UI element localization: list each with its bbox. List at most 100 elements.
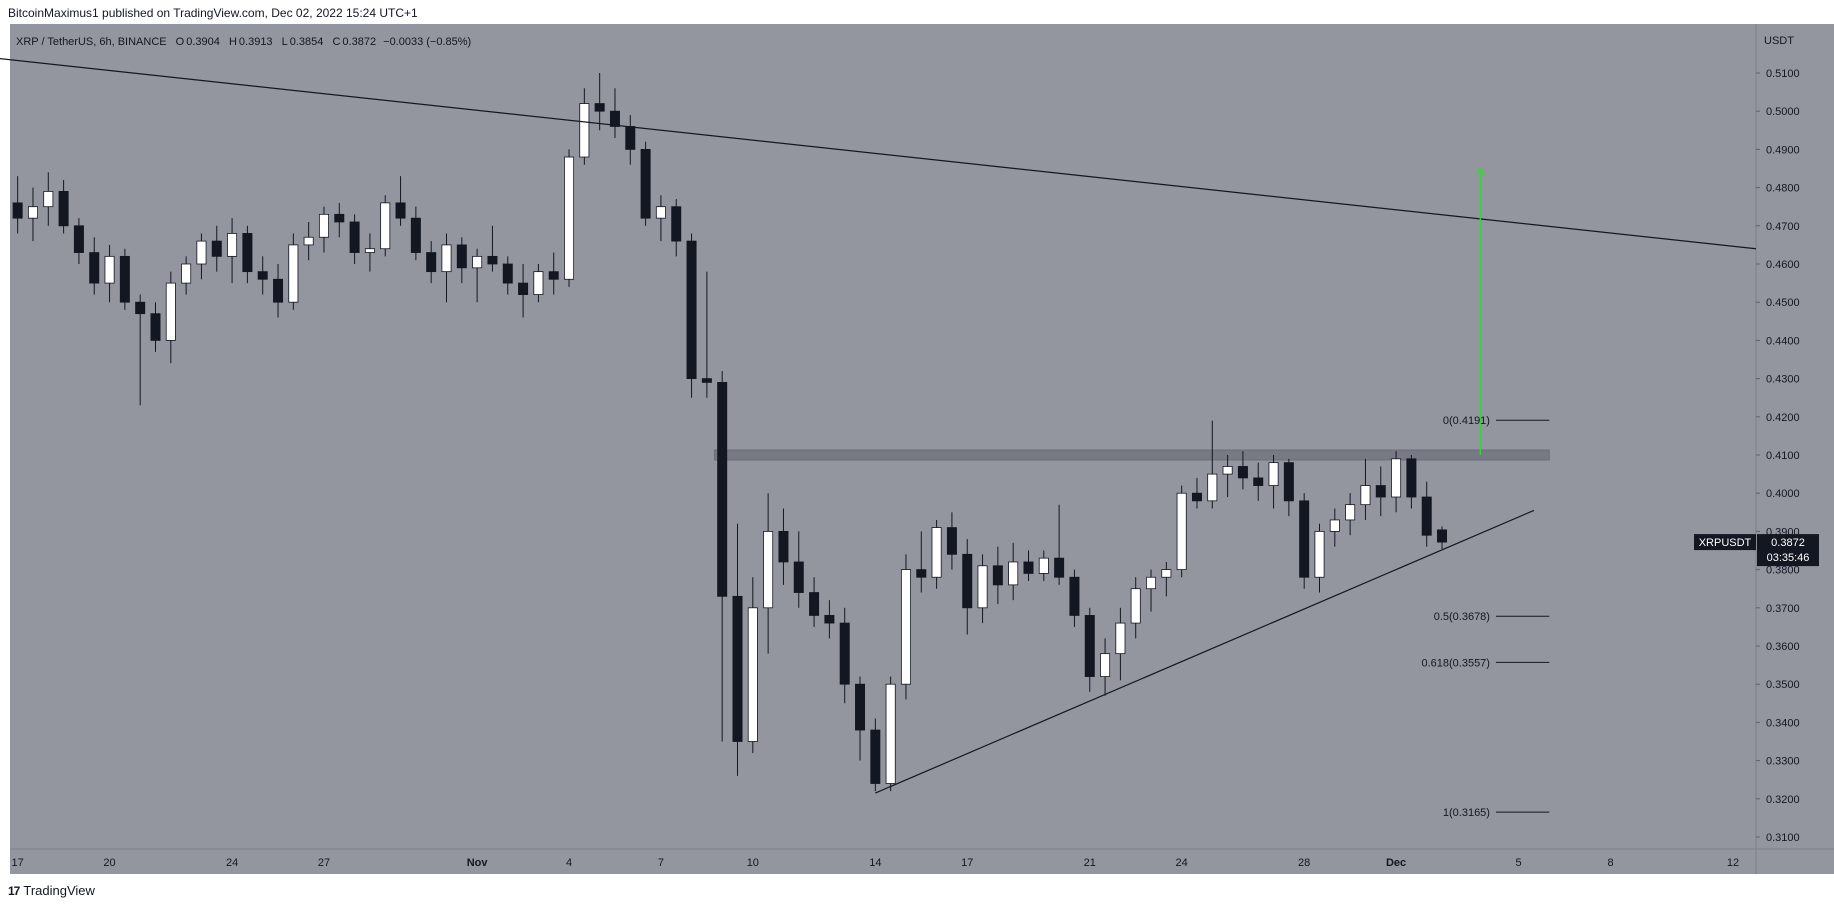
candle-body — [1253, 477, 1264, 486]
price-tag-box — [1757, 534, 1819, 567]
candle-body — [655, 206, 666, 219]
candle-body — [1360, 485, 1371, 506]
descending-resistance-line — [0, 58, 1757, 250]
candle-body — [150, 313, 161, 341]
candle-body — [900, 569, 911, 685]
x-tick-label: 10 — [747, 857, 759, 869]
candle-body — [1100, 653, 1111, 677]
candle-body — [747, 607, 758, 742]
y-tick-label: 0.4200 — [1766, 412, 1800, 424]
y-tick-label: 0.3700 — [1766, 603, 1800, 615]
x-tick-label: 20 — [103, 857, 115, 869]
y-tick-label: 0.3200 — [1766, 794, 1800, 806]
x-tick-label: 14 — [869, 857, 881, 869]
candle-body — [855, 683, 866, 731]
price-tag: XRPUSDT 0.3872 03:35:46 — [1694, 534, 1819, 567]
candle-body — [303, 236, 314, 246]
y-tick-label: 0.3800 — [1766, 565, 1800, 577]
price-tag-symbol-box — [1694, 534, 1756, 551]
svg-text:XRP / TetherUS, 6h, BINANCE: XRP / TetherUS, 6h, BINANCE O 0.3904 H 0.3… — [16, 36, 471, 48]
candle-body — [334, 213, 345, 223]
x-tick-label: 24 — [226, 857, 238, 869]
plot-background — [10, 24, 1756, 849]
candle-body — [380, 202, 391, 250]
candle-body — [257, 271, 268, 280]
candle-body — [288, 244, 299, 303]
candle-body — [579, 103, 590, 158]
candle-body — [1176, 492, 1187, 571]
candle-body — [1054, 557, 1065, 578]
candle-body — [1130, 588, 1141, 624]
candle-body — [1406, 458, 1417, 498]
candle-body — [456, 244, 467, 269]
y-tick-label: 0.3300 — [1766, 756, 1800, 768]
y-tick-label: 0.4500 — [1766, 297, 1800, 309]
candle-body — [364, 248, 375, 253]
candle-body — [1161, 569, 1172, 578]
legend-close-label: C — [332, 36, 340, 48]
candle-body — [1268, 462, 1279, 486]
fib-level-label: 1(0.3165) — [1443, 807, 1490, 819]
y-tick-label: 0.3100 — [1766, 832, 1800, 844]
legend-symbol: XRP / TetherUS, 6h, BINANCE — [16, 36, 167, 48]
candle-body — [518, 282, 529, 295]
fib-level-label: 0.5(0.3678) — [1434, 611, 1490, 623]
price-tag-countdown: 03:35:46 — [1767, 552, 1810, 564]
candle-body — [487, 255, 498, 265]
candle-body — [946, 527, 957, 555]
candle-body — [1283, 462, 1294, 502]
x-tick-label: 28 — [1298, 857, 1310, 869]
tradingview-logo-icon: 17 — [8, 883, 20, 898]
legend-change: −0.0033 (−0.85%) — [383, 36, 471, 48]
candle-body — [1421, 496, 1432, 536]
legend-low-value: 0.3854 — [290, 36, 324, 48]
legend-low-label: L — [282, 36, 288, 48]
x-tick-label: Dec — [1386, 857, 1406, 869]
candle-body — [916, 569, 927, 578]
candle-body — [273, 278, 284, 303]
candle-body — [594, 103, 605, 112]
candle-body — [426, 252, 437, 273]
fib-level-label: 0.618(0.3557) — [1421, 657, 1490, 669]
candle-body — [809, 592, 820, 616]
candle-body — [1222, 466, 1233, 475]
candle-body — [992, 565, 1003, 586]
price-tag-value: 0.3872 — [1771, 537, 1805, 549]
candle-body — [211, 240, 222, 257]
candle-body — [962, 553, 973, 609]
brand[interactable]: 17 TradingView — [8, 883, 95, 898]
y-tick-label: 0.5000 — [1766, 106, 1800, 118]
candle-body — [395, 202, 406, 219]
candle-body — [242, 233, 253, 273]
candle-body — [1008, 561, 1019, 586]
arrow-up-icon — [1474, 167, 1486, 176]
candle-body — [839, 622, 850, 685]
candle-body — [1069, 576, 1080, 616]
candle-body — [89, 252, 100, 284]
candle-body — [1115, 622, 1126, 655]
candle-body — [1299, 500, 1310, 578]
legend-open-value: 0.3904 — [186, 36, 220, 48]
resistance-zone — [714, 449, 1550, 461]
candle-body — [43, 191, 54, 208]
y-tick-label: 0.4700 — [1766, 221, 1800, 233]
candle-body — [564, 156, 575, 280]
y-tick-label: 0.4000 — [1766, 488, 1800, 500]
y-tick-label: 0.4600 — [1766, 259, 1800, 271]
x-tick-label: 5 — [1516, 857, 1522, 869]
y-tick-label: 0.4300 — [1766, 374, 1800, 386]
candle-body — [181, 263, 192, 284]
legend-high-value: 0.3913 — [239, 36, 273, 48]
candle-body — [671, 206, 682, 242]
candle-body — [196, 240, 207, 265]
candle-body — [686, 240, 697, 380]
candle-body — [227, 233, 238, 257]
candle-body — [870, 729, 881, 784]
brand-name: TradingView — [23, 883, 95, 898]
candle-body — [1207, 473, 1218, 502]
candle-body — [119, 255, 130, 303]
legend: XRP / TetherUS, 6h, BINANCE O 0.3904 H 0.3… — [16, 36, 471, 48]
candle-body — [441, 244, 452, 273]
candle-body — [1391, 458, 1402, 498]
